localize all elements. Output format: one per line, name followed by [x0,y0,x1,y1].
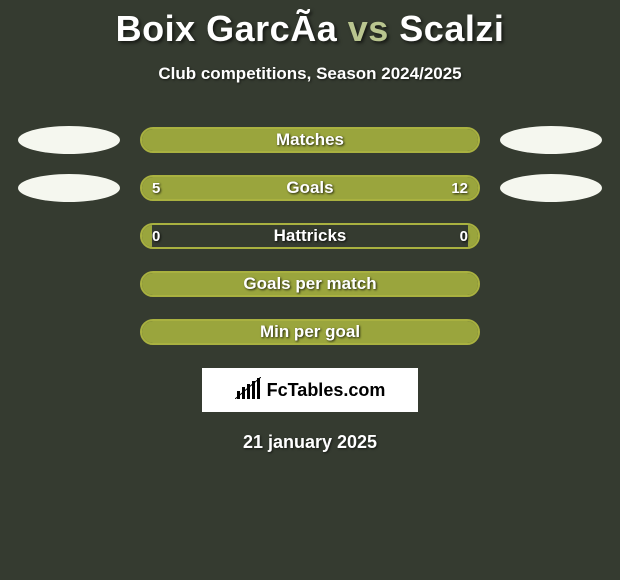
fctables-text: FcTables.com [267,380,386,401]
bar-value-right: 0 [460,225,468,247]
subtitle: Club competitions, Season 2024/2025 [0,64,620,84]
fctables-badge: FcTables.com [202,368,418,412]
bar-label: Matches [142,129,478,151]
stat-bar: Hattricks0 0 [140,223,480,249]
bar-label: Min per goal [142,321,478,343]
bar-value-left: 0 [152,225,160,247]
stat-row: Goals per match [0,270,620,298]
stat-row: Hattricks0 0 [0,222,620,250]
chart-icon [235,377,261,404]
title-player1: Boix GarcÃ­a [116,8,338,49]
title-vs: vs [348,8,389,49]
page-title: Boix GarcÃ­a vs Scalzi [0,0,620,50]
stat-bar: Min per goal [140,319,480,345]
stat-row: Min per goal [0,318,620,346]
stat-bar: Goals per match [140,271,480,297]
stat-bar: Matches [140,127,480,153]
bar-label: Goals [142,177,478,199]
stat-row: Matches [0,126,620,154]
stat-bar: Goals5 12 [140,175,480,201]
stat-rows: Matches Goals5 12 Hattricks0 0 Goals per matc… [0,126,620,346]
left-oval [18,174,120,202]
date-text: 21 january 2025 [0,432,620,453]
title-player2: Scalzi [399,8,504,49]
stat-row: Goals5 12 [0,174,620,202]
right-oval [500,126,602,154]
right-oval [500,174,602,202]
bar-label: Goals per match [142,273,478,295]
left-oval [18,126,120,154]
bar-label: Hattricks [142,225,478,247]
bar-value-left: 5 [152,177,160,199]
bar-value-right: 12 [451,177,468,199]
